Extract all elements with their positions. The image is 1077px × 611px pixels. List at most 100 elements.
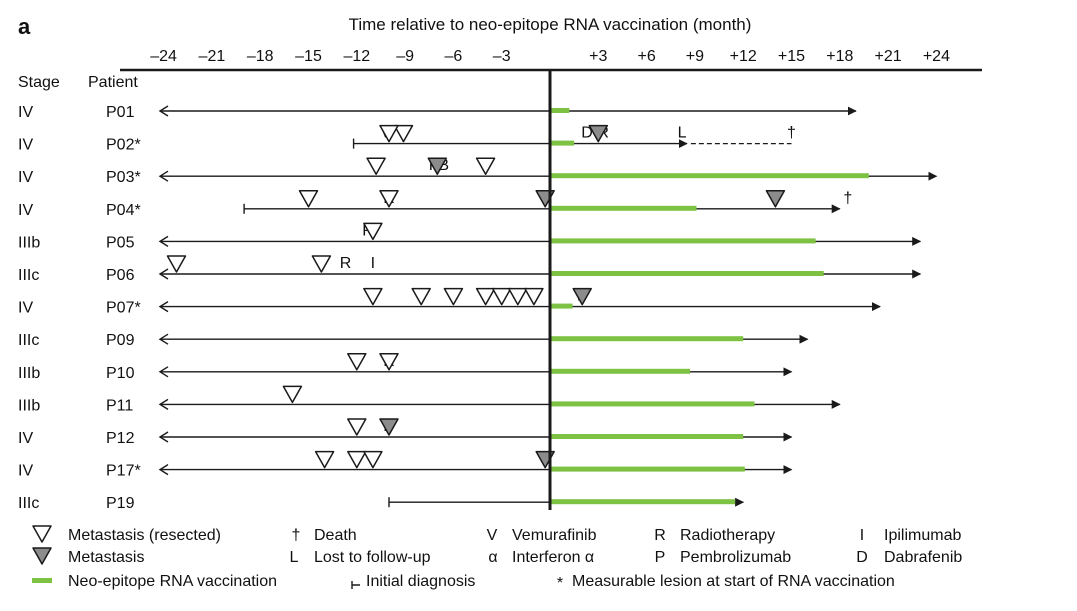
x-tick-label: –9 xyxy=(396,48,414,65)
legend-initial-diagnosis-symbol xyxy=(351,581,360,589)
patient-row: IIIbP11D xyxy=(18,385,841,435)
metastasis-resected-marker xyxy=(314,450,335,469)
timeline-left-arrow xyxy=(158,105,169,117)
timeline-left-arrow xyxy=(158,268,169,280)
legend-ipilimumab-symbol: I xyxy=(860,527,864,544)
legend-dabrafenib-symbol: D xyxy=(856,549,868,566)
stage-label: IV xyxy=(18,463,33,480)
metastasis-resected-marker xyxy=(366,157,386,175)
stage-label: IIIb xyxy=(18,365,40,382)
event-label: B xyxy=(438,157,449,174)
metastasis-resected-marker xyxy=(166,255,187,273)
metastasis-resected-marker xyxy=(347,450,367,469)
patient-row: IV P17* xyxy=(18,450,793,480)
metastasis-resected-marker xyxy=(411,287,431,306)
legend-vaccination-symbol xyxy=(32,578,52,583)
legend-death-symbol: † xyxy=(292,527,301,544)
patient-label: P04* xyxy=(106,202,141,219)
legend: Metastasis (resected) † Death V Vemurafinib R… xyxy=(32,525,962,592)
patient-label: P07* xyxy=(106,300,141,317)
legend-label: Interferon α xyxy=(512,549,594,566)
timeline-left-arrow xyxy=(158,235,169,247)
legend-label: Metastasis xyxy=(68,549,144,566)
legend-interferon-symbol: α xyxy=(488,549,497,566)
metastasis-resected-marker xyxy=(524,287,544,306)
timeline-left-arrow xyxy=(158,301,169,313)
vaccination-bar xyxy=(550,205,697,211)
metastasis-marker xyxy=(379,418,399,436)
stage-label: IIIb xyxy=(18,397,40,414)
metastasis-resected-marker xyxy=(363,450,383,469)
stage-column-header: Stage xyxy=(18,74,60,91)
metastasis-resected-marker xyxy=(379,190,399,208)
x-tick-label: –24 xyxy=(150,48,177,65)
vaccination-bar xyxy=(550,368,691,374)
patient-label: P02* xyxy=(106,137,141,154)
vaccination-bar xyxy=(550,434,744,439)
timeline-left-arrow xyxy=(158,464,169,476)
event-label: † xyxy=(843,190,852,207)
patient-row: IIIcP09R xyxy=(18,332,809,370)
vaccination-bar xyxy=(550,466,745,472)
legend-label: Vemurafinib xyxy=(512,527,597,544)
x-tick-label: +3 xyxy=(589,48,607,65)
legend-metastasis-symbol xyxy=(32,547,52,565)
x-tick-label: +24 xyxy=(923,48,950,65)
metastasis-resected-marker xyxy=(491,287,512,306)
patient-label: P05 xyxy=(106,234,135,251)
x-tick-label: –21 xyxy=(199,48,226,65)
stage-label: IIIc xyxy=(18,267,39,284)
patient-label: P11 xyxy=(106,397,133,414)
metastasis-resected-marker xyxy=(363,222,383,241)
legend-label: Pembrolizumab xyxy=(680,549,791,566)
vaccination-bar xyxy=(550,140,575,146)
metastasis-marker xyxy=(588,124,609,143)
timeline-left-arrow xyxy=(158,431,169,443)
chart-title: Time relative to neo-epitope RNA vaccina… xyxy=(349,15,752,34)
timeline-left-arrow xyxy=(158,398,169,410)
stage-label: IV xyxy=(18,300,33,317)
legend-asterisk-symbol: * xyxy=(557,575,563,592)
legend-label: Neo-epitope RNA vaccination xyxy=(68,573,277,590)
x-tick-label: +6 xyxy=(637,48,655,65)
patient-row: IV P12 xyxy=(18,418,793,447)
metastasis-marker xyxy=(765,190,786,208)
x-tick-label: +18 xyxy=(826,48,853,65)
vaccination-bar xyxy=(550,271,824,276)
x-tick-label: –6 xyxy=(445,48,463,65)
vaccination-bar xyxy=(550,303,573,309)
legend-label: Initial diagnosis xyxy=(366,573,475,590)
patient-label: P06 xyxy=(106,267,135,284)
legend-label: Radiotherapy xyxy=(680,527,775,544)
stage-label: IIIc xyxy=(18,332,39,349)
event-label: † xyxy=(787,125,796,142)
metastasis-resected-marker xyxy=(311,255,332,273)
vaccination-bar xyxy=(550,499,736,505)
metastasis-resected-marker xyxy=(347,418,367,436)
patient-row: IIIb P10 xyxy=(18,353,793,382)
metastasis-resected-marker xyxy=(379,124,399,143)
vaccination-bar xyxy=(550,238,816,244)
patient-row: IV P02* L † I B xyxy=(18,125,796,175)
patient-label: P01 xyxy=(106,104,135,121)
metastasis-resected-marker xyxy=(475,157,496,175)
legend-label: Death xyxy=(314,527,357,544)
x-tick-label: –12 xyxy=(343,48,370,65)
legend-label: Lost to follow-up xyxy=(314,549,431,566)
event-label: R xyxy=(340,255,352,272)
patient-row: IIIcP06RIP xyxy=(18,255,922,305)
patient-rows: IVP01VDRIVP02*L†IBIVP03*RPIVP04*†RIIIbP0… xyxy=(18,70,938,512)
metastasis-resected-marker xyxy=(298,190,319,208)
metastasis-resected-marker xyxy=(475,287,496,306)
event-label: D xyxy=(581,125,593,142)
event-label: L xyxy=(678,125,687,142)
legend-vemurafinib-symbol: V xyxy=(487,527,498,544)
patient-row: IVP01VDR xyxy=(18,104,857,143)
metastasis-marker xyxy=(572,287,592,306)
legend-label: Dabrafenib xyxy=(884,549,962,566)
x-axis: –24 –21 –18 –15 –12 –9 –6 –3 +3 +6 +9 +12 +15 +18 +21 +… xyxy=(120,48,982,72)
metastasis-resected-marker xyxy=(443,287,464,306)
vaccination-bar xyxy=(550,108,570,113)
patient-row: IIIc P19 xyxy=(18,495,745,512)
